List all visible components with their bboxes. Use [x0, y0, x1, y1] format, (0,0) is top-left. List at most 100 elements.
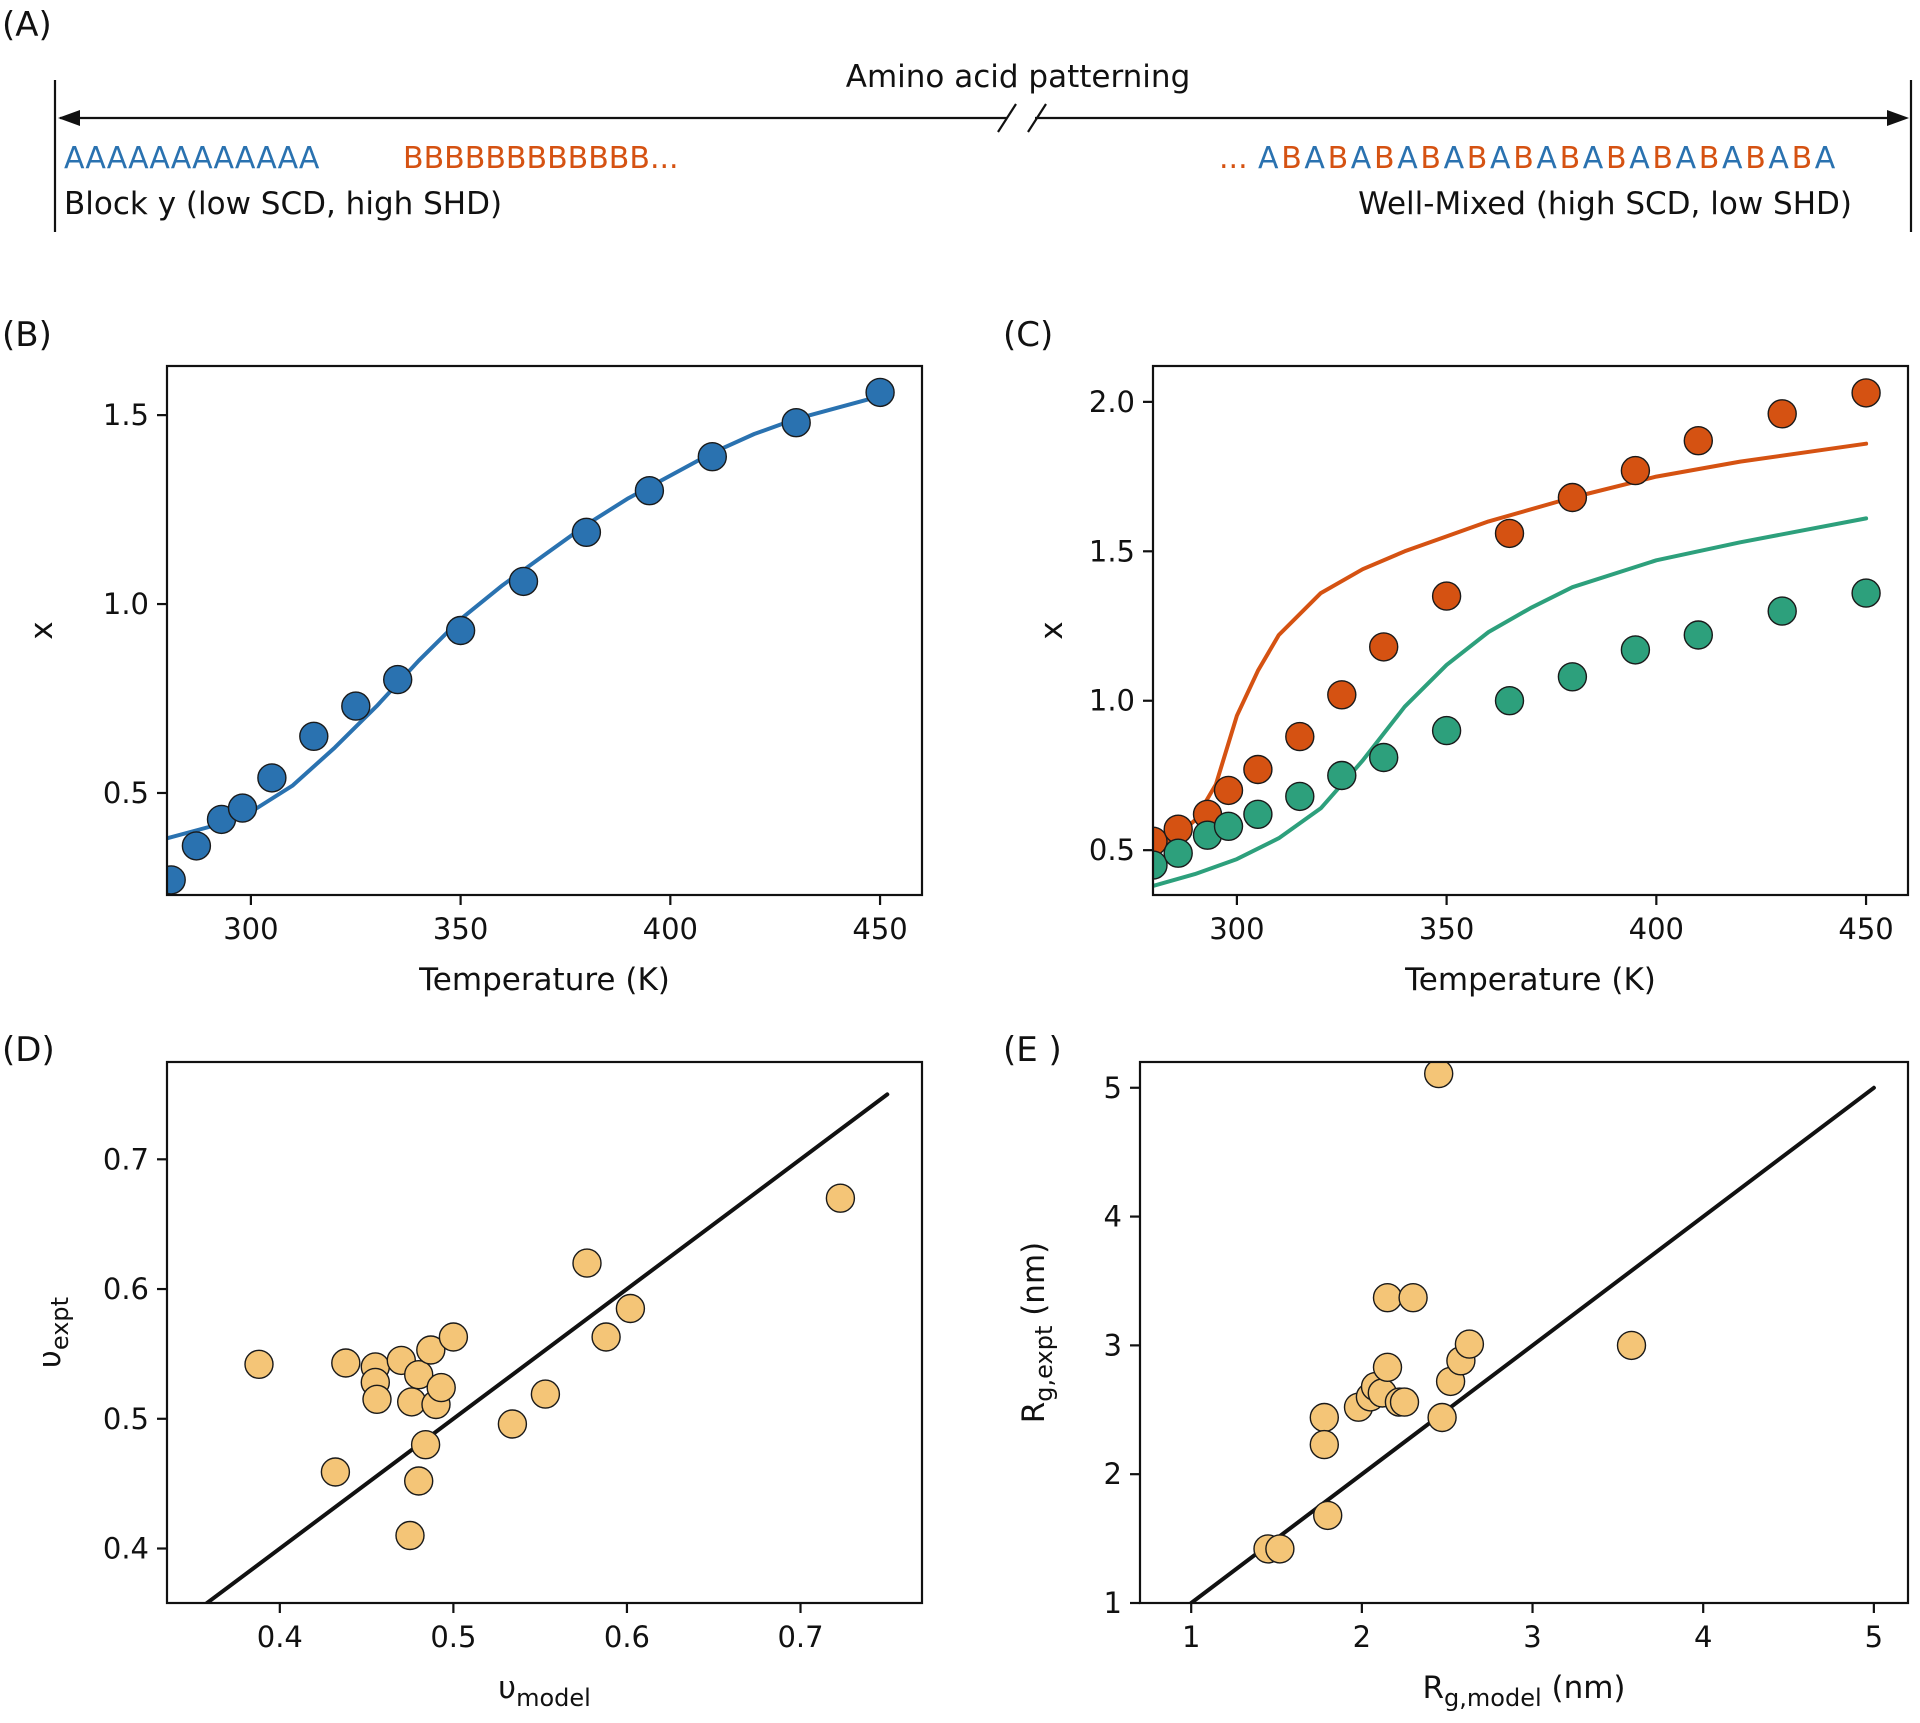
mixed-residue: B — [1699, 141, 1720, 176]
data-point — [1431, 715, 1462, 746]
mixed-residue: A — [1258, 141, 1279, 176]
block-sequence-a: AAAAAAAAAAAA — [64, 141, 320, 176]
data-point — [426, 1372, 456, 1403]
x-tick-label: 350 — [433, 912, 488, 946]
y-tick-label: 5 — [1104, 1071, 1122, 1105]
y-tick-label: 1 — [1104, 1586, 1122, 1620]
data-point — [571, 517, 602, 547]
data-point — [591, 1322, 621, 1352]
y-tick-label: 1.0 — [1089, 684, 1135, 718]
data-point — [1389, 1387, 1420, 1417]
y-axis-label: x — [24, 621, 60, 639]
mixed-residue: B — [1652, 141, 1673, 176]
x-tick-label: 4 — [1694, 1620, 1712, 1654]
arrow-head-right — [1887, 110, 1909, 126]
mixed-residue: B — [1328, 141, 1349, 176]
identity-line — [1189, 1085, 1876, 1603]
data-point — [1557, 482, 1588, 513]
y-tick-label: 3 — [1104, 1328, 1122, 1362]
green-model-curve — [1153, 516, 1869, 888]
data-point — [341, 691, 371, 721]
y-axis-label: x — [1034, 621, 1070, 639]
data-point — [615, 1293, 646, 1324]
data-point — [865, 377, 895, 408]
data-point — [1372, 1352, 1403, 1383]
panel-d: (D) 0.4 0.5 0.6 0.7 0.4 0.5 0.6 0.7 υmodel υexpt — [2, 1030, 924, 1712]
mixed-residue: A — [1351, 141, 1372, 176]
data-point — [1153, 850, 1168, 880]
mixed-residue: A — [1536, 141, 1557, 176]
y-axis-label: υexpt — [32, 1297, 74, 1368]
data-point — [1327, 680, 1357, 710]
y-tick-label: 0.4 — [103, 1532, 149, 1566]
data-point — [1372, 1282, 1403, 1313]
y-tick-label: 0.6 — [103, 1272, 149, 1306]
data-point — [331, 1348, 361, 1378]
y-tick-label: 0.5 — [103, 1402, 149, 1436]
mixed-residue: A — [1304, 141, 1325, 176]
data-point — [1683, 620, 1714, 650]
data-point — [530, 1379, 561, 1409]
x-tick-label: 400 — [1629, 912, 1684, 946]
x-tick-label: 350 — [1419, 912, 1474, 946]
data-point — [1427, 1402, 1457, 1433]
panel-a: (A) Amino acid patterning AAAAAAAAAAAA B… — [2, 5, 1913, 232]
mixed-residue: A — [1676, 141, 1697, 176]
data-point — [1494, 518, 1525, 549]
mixed-residue: A — [1768, 141, 1789, 176]
x-axis-label: Temperature (K) — [418, 962, 670, 998]
arrow-head-left — [58, 110, 80, 126]
mixed-description: Well-Mixed (high SCD, low SHD) — [1358, 186, 1852, 222]
plot-area — [1153, 378, 1881, 888]
data-point — [497, 1409, 528, 1439]
mixed-residue: A — [1722, 141, 1743, 176]
data-point — [1213, 811, 1244, 841]
x-tick-label: 0.4 — [257, 1620, 303, 1654]
data-point — [1368, 742, 1399, 773]
data-point — [1616, 1330, 1647, 1361]
data-point — [257, 763, 287, 793]
y-tick-label: 1.5 — [103, 398, 149, 432]
y-tick-label: 4 — [1104, 1200, 1122, 1234]
data-point — [299, 721, 329, 751]
plot-area — [203, 1092, 890, 1603]
mixed-residue: B — [1606, 141, 1627, 176]
mixed-residue: A — [1583, 141, 1604, 176]
plot-frame — [1151, 364, 1910, 897]
data-point — [395, 1520, 425, 1551]
data-point — [1265, 1534, 1295, 1564]
data-point — [1243, 799, 1273, 829]
x-tick-label: 3 — [1523, 1620, 1541, 1654]
data-point — [1285, 781, 1315, 812]
chart-panels: (B) 300 350 400 450 0.5 1.0 1.5 Temperature (K) x… — [2, 315, 1910, 1712]
mixed-residue: B — [1513, 141, 1534, 176]
panel-e-label: (E ) — [1003, 1030, 1062, 1070]
data-point — [508, 566, 539, 597]
data-point — [1309, 1402, 1340, 1433]
data-point — [1851, 378, 1881, 408]
x-tick-label: 300 — [1209, 912, 1264, 946]
data-point — [634, 476, 665, 506]
y-tick-label: 2.0 — [1089, 385, 1135, 419]
x-tick-label: 300 — [223, 912, 278, 946]
data-point — [181, 831, 212, 861]
data-point — [825, 1183, 856, 1213]
data-point — [416, 1335, 446, 1365]
data-point — [404, 1359, 434, 1390]
panel-e: (E ) 1 2 3 4 5 1 2 3 4 5 Rg,model (nm) Rg,expt (nm) — [1003, 1030, 1910, 1712]
data-point — [1398, 1282, 1428, 1313]
orange-model-curve — [1153, 441, 1869, 853]
mixed-residue: B — [1467, 141, 1488, 176]
data-point — [362, 1384, 392, 1415]
data-point — [1368, 632, 1399, 662]
identity-line — [203, 1092, 890, 1603]
y-axis-label: Rg,expt (nm) — [1016, 1242, 1058, 1424]
data-point — [1767, 596, 1797, 626]
data-point — [410, 1429, 441, 1460]
plot-area — [167, 377, 895, 895]
data-point — [227, 793, 258, 823]
mixed-residue: B — [1281, 141, 1302, 176]
data-point — [1312, 1500, 1343, 1531]
panel-a-label: (A) — [2, 5, 52, 45]
x-tick-label: 450 — [852, 912, 907, 946]
